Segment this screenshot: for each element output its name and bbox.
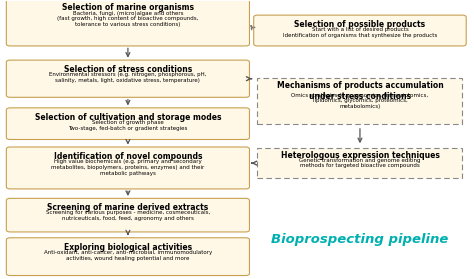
Bar bbox=[257, 148, 463, 178]
Text: Selection of cultivation and storage modes: Selection of cultivation and storage mod… bbox=[35, 113, 221, 122]
Text: Selection of possible products: Selection of possible products bbox=[294, 20, 426, 29]
Text: Identification of novel compounds: Identification of novel compounds bbox=[54, 152, 202, 161]
FancyBboxPatch shape bbox=[254, 15, 466, 46]
Text: Environmental stressors (e.g. nitrogen, phosphorous, pH,
salinity, metals, light: Environmental stressors (e.g. nitrogen, … bbox=[49, 72, 207, 83]
Text: Selection of stress conditions: Selection of stress conditions bbox=[64, 65, 192, 74]
Text: High value biochemicals (e.g. primary and secondary
metabolites, biopolymers, pr: High value biochemicals (e.g. primary an… bbox=[51, 159, 205, 176]
Text: Start with a list of desired products
Identification of organisms that synthesiz: Start with a list of desired products Id… bbox=[283, 27, 437, 38]
FancyBboxPatch shape bbox=[6, 238, 249, 276]
Text: Genetic transformation and genome editing
methods for targeted bioactive compoun: Genetic transformation and genome editin… bbox=[299, 158, 421, 169]
Text: Screening of marine derived extracts: Screening of marine derived extracts bbox=[47, 203, 209, 212]
FancyBboxPatch shape bbox=[6, 198, 249, 232]
Text: Anti-oxidant, anti-cancer, anti-microbial, immunomodulatory
activities, wound he: Anti-oxidant, anti-cancer, anti-microbia… bbox=[44, 250, 212, 261]
FancyBboxPatch shape bbox=[6, 108, 249, 140]
Bar bbox=[257, 78, 463, 124]
FancyBboxPatch shape bbox=[6, 147, 249, 189]
Text: Mechanisms of products accumulation
under stress conditions: Mechanisms of products accumulation unde… bbox=[277, 81, 443, 101]
Text: Omics strategies (e.g. genomics, transcriptomics,
lipidomics, glycomics, proteom: Omics strategies (e.g. genomics, transcr… bbox=[292, 93, 428, 109]
Text: Selection of growth phase
Two-stage, fed-batch or gradient strategies: Selection of growth phase Two-stage, fed… bbox=[68, 120, 188, 131]
Text: Heterologous expression techniques: Heterologous expression techniques bbox=[281, 151, 439, 160]
Text: Bioprospecting pipeline: Bioprospecting pipeline bbox=[271, 233, 449, 246]
Text: Bacteria, fungi, (micro)algae and others
(fast growth, high content of bioactive: Bacteria, fungi, (micro)algae and others… bbox=[57, 11, 199, 27]
FancyBboxPatch shape bbox=[6, 60, 249, 97]
FancyBboxPatch shape bbox=[6, 0, 249, 46]
Text: Screening for various purposes - medicine, cosmeceuticals,
nutriceuticals, food,: Screening for various purposes - medicin… bbox=[46, 210, 210, 221]
Text: Selection of marine organisms: Selection of marine organisms bbox=[62, 3, 194, 13]
Text: Exploring biological activities: Exploring biological activities bbox=[64, 243, 192, 252]
